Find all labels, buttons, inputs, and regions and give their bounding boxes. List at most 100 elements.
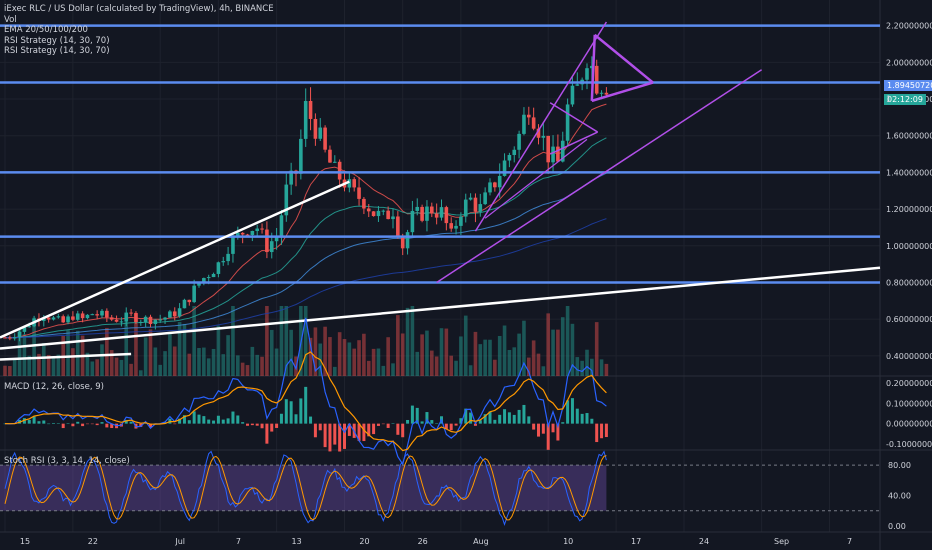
volume-bar — [585, 349, 589, 376]
ema-200-line — [5, 218, 607, 339]
candle-body — [551, 146, 555, 163]
candle-body — [299, 138, 303, 174]
volume-bar — [27, 355, 32, 376]
volume-bar — [269, 329, 274, 376]
rsi-strategy-label-1[interactable]: RSI Strategy (14, 30, 70) — [4, 35, 110, 46]
chart-legend: iExec RLC / US Dollar (calculated by Tra… — [4, 4, 274, 57]
volume-bar — [400, 333, 405, 376]
stoch-tick-label: 40.00 — [888, 492, 911, 501]
macd-tick-label: 0.20000000 — [886, 379, 932, 388]
macd-histogram-bar — [61, 423, 65, 429]
macd-histogram-bar — [279, 413, 283, 424]
candle-body — [12, 337, 17, 339]
channel-mid-line — [484, 138, 588, 219]
candle-body — [430, 206, 434, 214]
macd-histogram-bar — [192, 411, 196, 424]
stoch-title[interactable]: Stoch RSI (3, 3, 14, 14, close) — [4, 456, 130, 466]
macd-histogram-bar — [294, 414, 298, 424]
macd-histogram-bar — [149, 423, 152, 428]
volume-bar — [3, 365, 7, 376]
countdown-badge: 02:12:09 — [884, 94, 926, 105]
volume-bar — [231, 306, 235, 376]
macd-histogram-bar — [100, 422, 104, 424]
volume-bar — [211, 348, 216, 376]
volume-label[interactable]: Vol — [4, 14, 17, 25]
macd-histogram-bar — [207, 419, 211, 424]
macd-tick-label: -0.10000000 — [886, 440, 932, 449]
volume-bar — [182, 323, 187, 376]
macd-histogram-bar — [105, 423, 109, 428]
candle-body — [279, 215, 284, 238]
macd-title[interactable]: MACD (12, 26, close, 9) — [4, 382, 104, 392]
macd-histogram-bar — [221, 419, 225, 424]
triangle-left-edge — [590, 34, 597, 101]
volume-bar — [153, 347, 158, 376]
candle-body — [158, 319, 162, 321]
ema-label[interactable]: EMA 20/50/100/200 — [4, 25, 88, 36]
time-tick-label: 13 — [292, 537, 302, 546]
volume-bar — [313, 327, 318, 376]
volume-bar — [192, 306, 196, 376]
candle-body — [265, 229, 269, 253]
macd-histogram-bar — [527, 416, 531, 424]
candle-body — [231, 237, 235, 254]
candle-body — [221, 261, 226, 263]
volume-bar — [347, 342, 352, 376]
candle-body — [459, 216, 463, 226]
macd-histogram-bar — [231, 411, 235, 424]
volume-bar — [187, 353, 192, 376]
volume-bar — [197, 348, 201, 376]
macd-histogram-bar — [187, 420, 191, 424]
candle-body — [71, 316, 75, 320]
macd-histogram-bar — [309, 416, 313, 424]
time-tick-label: 24 — [699, 537, 709, 546]
volume-bar — [172, 346, 177, 376]
volume-bar — [444, 328, 449, 376]
macd-histogram-bar — [22, 418, 26, 424]
volume-bar — [565, 306, 570, 376]
macd-histogram-bar — [425, 412, 429, 424]
macd-histogram-bar — [347, 423, 351, 436]
price-tick-label: 2.20000000 — [886, 22, 932, 31]
candle-body — [507, 154, 512, 161]
symbol-title[interactable]: iExec RLC / US Dollar (calculated by Tra… — [4, 4, 274, 14]
macd-histogram-bar — [343, 423, 346, 449]
macd-histogram-bar — [37, 421, 41, 424]
volume-bar — [560, 317, 565, 376]
volume-bar — [522, 320, 526, 376]
volume-bar — [328, 337, 332, 376]
volume-bar — [100, 344, 104, 376]
macd-histogram-bar — [401, 423, 405, 438]
candle-body — [590, 65, 594, 69]
volume-bar — [236, 355, 240, 376]
volume-bar — [541, 366, 546, 376]
candle-body — [425, 206, 429, 221]
macd-histogram-bar — [537, 423, 540, 437]
volume-bar — [71, 348, 75, 376]
candle-body — [386, 210, 390, 220]
macd-histogram-bar — [66, 423, 70, 424]
volume-bar — [323, 326, 327, 376]
macd-histogram-bar — [32, 416, 36, 424]
volume-bar — [119, 359, 124, 376]
macd-histogram-bar — [595, 423, 599, 443]
candle-body — [22, 326, 27, 332]
volume-bar — [527, 357, 531, 376]
volume-bar — [381, 365, 386, 376]
candle-body — [139, 321, 143, 323]
candle-body — [488, 182, 492, 193]
candle-body — [570, 85, 575, 105]
volume-bar — [454, 360, 458, 376]
volume-bar — [531, 340, 536, 376]
macd-histogram-bar — [444, 423, 448, 429]
macd-histogram-bar — [600, 423, 604, 439]
rsi-strategy-label-2[interactable]: RSI Strategy (14, 30, 70) — [4, 46, 110, 57]
macd-histogram-bar — [406, 419, 410, 424]
stoch-tick-label: 0.00 — [888, 522, 906, 531]
price-tick-label: 1.00000000 — [886, 242, 932, 251]
macd-histogram-bar — [255, 423, 259, 426]
macd-tick-label: 0.10000000 — [886, 399, 932, 408]
ema-50-line — [5, 137, 607, 339]
volume-bar — [502, 325, 507, 376]
